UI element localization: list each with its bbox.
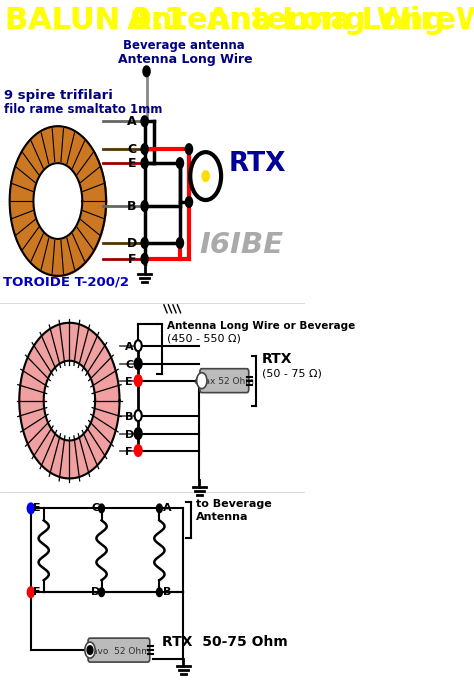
Circle shape (44, 361, 95, 440)
Circle shape (186, 197, 192, 207)
Text: filo rame smaltato 1mm: filo rame smaltato 1mm (4, 103, 162, 116)
Circle shape (141, 201, 148, 211)
Text: B: B (127, 200, 137, 213)
Circle shape (177, 238, 183, 248)
Circle shape (197, 373, 207, 389)
FancyBboxPatch shape (200, 368, 249, 393)
Circle shape (34, 163, 82, 239)
Text: E: E (128, 157, 136, 170)
Text: D: D (127, 237, 137, 250)
Circle shape (99, 589, 104, 596)
Text: RTX: RTX (228, 151, 286, 177)
Circle shape (135, 358, 142, 369)
Text: D: D (125, 430, 134, 440)
FancyBboxPatch shape (88, 638, 150, 662)
Text: A: A (163, 503, 171, 513)
Text: F: F (126, 447, 133, 456)
Text: RTX  50-75 Ohm: RTX 50-75 Ohm (162, 635, 288, 649)
Text: C: C (91, 503, 100, 513)
Circle shape (19, 323, 119, 478)
Circle shape (141, 144, 148, 154)
Circle shape (87, 646, 92, 654)
Circle shape (141, 116, 148, 127)
Text: C: C (125, 360, 133, 370)
Text: B: B (163, 587, 171, 597)
Text: Antenna Long Wire: Antenna Long Wire (106, 6, 456, 36)
Circle shape (135, 445, 142, 456)
Circle shape (141, 254, 148, 264)
Text: A: A (127, 115, 137, 128)
Circle shape (157, 505, 162, 512)
Text: Antenna: Antenna (196, 512, 248, 522)
Text: TOROIDE T-200/2: TOROIDE T-200/2 (3, 276, 129, 289)
Text: F: F (34, 587, 41, 597)
Circle shape (85, 642, 95, 658)
Circle shape (9, 127, 106, 276)
Text: BALUN 9:1: BALUN 9:1 (5, 6, 185, 36)
Text: cavo  52 Ohm: cavo 52 Ohm (88, 647, 150, 656)
Text: (50 - 75 Ω): (50 - 75 Ω) (262, 368, 321, 379)
Circle shape (141, 158, 148, 168)
Text: Antenna Long Wire or Beverage: Antenna Long Wire or Beverage (167, 321, 356, 331)
Text: E: E (34, 503, 41, 513)
Text: 9 spire trifilari: 9 spire trifilari (4, 89, 113, 102)
Text: Beverage antenna: Beverage antenna (123, 39, 245, 52)
Text: coax 52 Ohm: coax 52 Ohm (194, 377, 255, 386)
Text: Antenna Long Wire: Antenna Long Wire (118, 53, 252, 66)
Text: BALUN 9:1  Antenna Long Wire: BALUN 9:1 Antenna Long Wire (5, 6, 474, 36)
Circle shape (177, 158, 183, 168)
Circle shape (135, 375, 142, 386)
Text: C: C (127, 143, 137, 156)
Circle shape (197, 377, 202, 384)
Circle shape (99, 505, 104, 512)
Circle shape (27, 503, 34, 513)
Circle shape (157, 589, 162, 596)
Text: RTX: RTX (262, 352, 292, 366)
Circle shape (27, 587, 34, 597)
Text: D: D (91, 587, 100, 597)
Circle shape (143, 66, 150, 76)
Circle shape (190, 152, 221, 200)
Circle shape (141, 238, 148, 248)
Circle shape (135, 410, 142, 421)
Circle shape (135, 428, 142, 439)
Text: A: A (125, 342, 134, 352)
Circle shape (202, 171, 209, 181)
Circle shape (186, 144, 192, 154)
Text: (450 - 550 Ω): (450 - 550 Ω) (167, 333, 241, 344)
Text: B: B (125, 412, 133, 421)
Circle shape (135, 340, 142, 351)
Text: to Beverage: to Beverage (196, 499, 272, 510)
Text: E: E (126, 377, 133, 387)
Text: F: F (128, 253, 136, 266)
Text: I6IBE: I6IBE (199, 231, 283, 259)
